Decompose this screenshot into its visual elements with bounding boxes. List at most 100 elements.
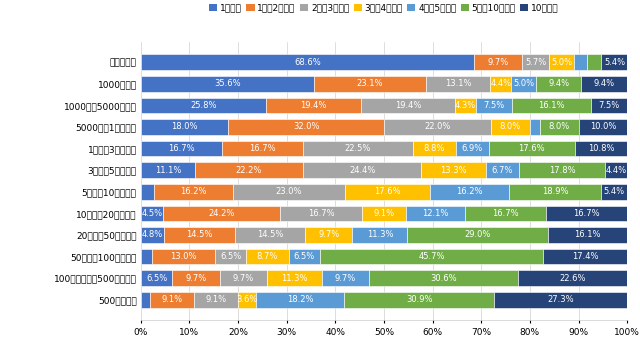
Text: 16.7%: 16.7% (492, 209, 518, 218)
Text: 29.0%: 29.0% (465, 230, 491, 239)
Legend: 1年未満, 1年～2年未満, 2年～3年未満, 3年～4年未満, 4年～5年未満, 5年～10年未満, 10年以上: 1年未満, 1年～2年未満, 2年～3年未満, 3年～4年未満, 4年～5年未満… (207, 2, 561, 14)
Bar (546, 206, 627, 221)
Bar (246, 249, 289, 264)
Bar (194, 292, 238, 308)
Bar (601, 184, 627, 199)
Text: 9.4%: 9.4% (594, 79, 615, 88)
Bar (152, 249, 215, 264)
Bar (141, 227, 164, 243)
Bar (233, 184, 344, 199)
Bar (314, 76, 426, 92)
Bar (486, 163, 519, 178)
Text: 17.4%: 17.4% (572, 252, 598, 261)
Text: 9.1%: 9.1% (161, 295, 182, 304)
Bar (426, 76, 490, 92)
Bar (154, 184, 233, 199)
Bar (322, 270, 369, 286)
Text: 30.9%: 30.9% (406, 295, 433, 304)
Bar (536, 76, 582, 92)
Text: 4.3%: 4.3% (455, 101, 476, 110)
Text: 68.6%: 68.6% (294, 58, 321, 67)
Bar (509, 184, 601, 199)
Bar (549, 54, 573, 70)
Bar (495, 292, 627, 308)
Text: 14.5%: 14.5% (186, 230, 212, 239)
Bar (474, 54, 522, 70)
Text: 6.5%: 6.5% (146, 274, 167, 283)
Text: 4.5%: 4.5% (141, 209, 163, 218)
Text: 16.7%: 16.7% (573, 209, 600, 218)
Text: 13.0%: 13.0% (170, 252, 196, 261)
Bar (543, 249, 627, 264)
Bar (455, 97, 476, 113)
Bar (548, 227, 627, 243)
Bar (238, 292, 255, 308)
Bar (430, 184, 509, 199)
Text: 5.4%: 5.4% (604, 187, 625, 196)
Text: 10.8%: 10.8% (588, 144, 614, 153)
Text: 9.7%: 9.7% (488, 58, 509, 67)
Text: 19.4%: 19.4% (395, 101, 421, 110)
Text: 9.1%: 9.1% (373, 209, 394, 218)
Text: 17.8%: 17.8% (548, 166, 575, 175)
Bar (540, 119, 579, 135)
Text: 45.7%: 45.7% (418, 252, 445, 261)
Text: 5.7%: 5.7% (525, 58, 546, 67)
Text: 24.4%: 24.4% (349, 166, 375, 175)
Bar (362, 206, 406, 221)
Bar (141, 54, 474, 70)
Text: 5.4%: 5.4% (604, 58, 625, 67)
Text: 23.1%: 23.1% (357, 79, 383, 88)
Text: 17.6%: 17.6% (374, 187, 401, 196)
Bar (361, 97, 455, 113)
Bar (255, 292, 344, 308)
Bar (344, 292, 495, 308)
Bar (141, 119, 228, 135)
Bar (573, 54, 587, 70)
Bar (519, 163, 605, 178)
Bar (289, 249, 320, 264)
Bar (384, 119, 491, 135)
Text: 25.8%: 25.8% (190, 101, 217, 110)
Text: 22.6%: 22.6% (559, 274, 586, 283)
Bar (491, 119, 530, 135)
Bar (163, 206, 280, 221)
Text: 9.7%: 9.7% (318, 230, 339, 239)
Text: 35.6%: 35.6% (214, 79, 241, 88)
Bar (579, 119, 627, 135)
Bar (489, 141, 575, 156)
Text: 9.1%: 9.1% (205, 295, 227, 304)
Bar (164, 227, 235, 243)
Bar (222, 141, 303, 156)
Bar (456, 141, 489, 156)
Bar (280, 206, 362, 221)
Text: 10.0%: 10.0% (589, 122, 616, 132)
Text: 23.0%: 23.0% (275, 187, 302, 196)
Bar (266, 97, 361, 113)
Text: 12.1%: 12.1% (422, 209, 449, 218)
Text: 17.6%: 17.6% (518, 144, 545, 153)
Bar (172, 270, 220, 286)
Bar (407, 227, 548, 243)
Text: 9.7%: 9.7% (335, 274, 356, 283)
Text: 6.5%: 6.5% (294, 252, 315, 261)
Text: 30.6%: 30.6% (430, 274, 457, 283)
Text: 4.8%: 4.8% (142, 230, 163, 239)
Text: 7.5%: 7.5% (598, 101, 620, 110)
Bar (605, 163, 627, 178)
Text: 8.0%: 8.0% (500, 122, 521, 132)
Text: 8.8%: 8.8% (424, 144, 445, 153)
Text: 32.0%: 32.0% (293, 122, 319, 132)
Bar (530, 119, 540, 135)
Bar (195, 163, 303, 178)
Bar (141, 76, 314, 92)
Text: 4.4%: 4.4% (490, 79, 511, 88)
Text: 16.7%: 16.7% (168, 144, 195, 153)
Bar (602, 54, 628, 70)
Text: 7.5%: 7.5% (484, 101, 505, 110)
Bar (228, 119, 384, 135)
Text: 16.2%: 16.2% (180, 187, 207, 196)
Bar (490, 76, 511, 92)
Text: 24.2%: 24.2% (209, 209, 235, 218)
Text: 9.7%: 9.7% (186, 274, 207, 283)
